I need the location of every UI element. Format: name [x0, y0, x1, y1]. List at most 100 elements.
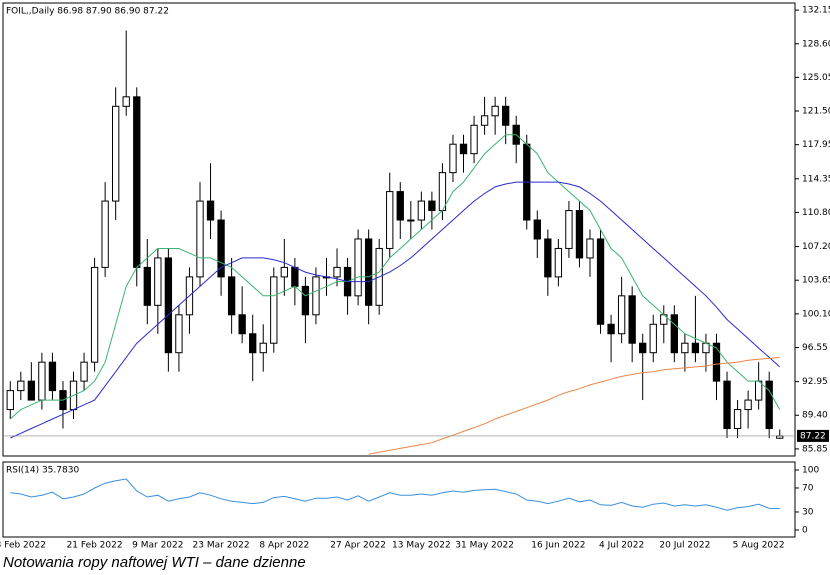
candle-body	[744, 399, 752, 411]
candle-body	[143, 266, 151, 306]
y-tick-label: 89.40	[802, 411, 828, 421]
candle-body	[90, 266, 99, 363]
x-tick-label: 23 Mar 2022	[193, 541, 250, 551]
rsi-title: RSI(14) 35.7830	[6, 466, 79, 476]
last-price-box	[797, 429, 829, 442]
candle-body	[354, 238, 362, 297]
candle-body	[417, 200, 426, 221]
y-tick-label: 107.20	[802, 242, 830, 252]
candle-body	[17, 380, 25, 392]
candle-body	[607, 323, 615, 335]
candle-body	[291, 266, 299, 287]
candle-body	[639, 342, 647, 354]
candle-body	[438, 172, 447, 212]
candle-body	[470, 124, 478, 155]
candle-body	[396, 191, 404, 221]
candle-body	[428, 200, 436, 212]
candle-body	[554, 247, 563, 278]
y-tick-label: 110.80	[802, 208, 830, 218]
x-tick-label: 31 May 2022	[455, 541, 514, 551]
candle-body	[238, 314, 246, 335]
y-tick-label: 100	[802, 465, 819, 475]
y-tick-label: 100.10	[802, 309, 830, 319]
candle-body	[596, 238, 605, 325]
candle-body	[691, 342, 700, 354]
candle-body	[217, 219, 225, 278]
candle-body	[407, 219, 415, 222]
candle-body	[459, 143, 468, 155]
y-tick-label: 121.50	[802, 107, 830, 117]
candle-body	[259, 342, 267, 354]
candle-body	[122, 96, 130, 107]
candle-body	[48, 361, 57, 392]
candle-body	[301, 285, 310, 316]
y-tick-label: 0	[802, 525, 808, 535]
candle-body	[133, 96, 141, 268]
y-tick-label: 103.65	[802, 276, 830, 286]
x-tick-label: 5 Aug 2022	[733, 541, 785, 551]
candle-body	[175, 314, 183, 354]
candle-body	[544, 238, 552, 278]
y-tick-label: 92.95	[802, 377, 828, 387]
candle-body	[101, 200, 109, 268]
chart-title: FOIL,,Daily 86.98 87.90 86.90 87.22	[6, 7, 169, 17]
candle-body	[364, 238, 373, 306]
candle-body	[586, 238, 594, 259]
x-tick-label: 8 Apr 2022	[259, 541, 309, 551]
candle-body	[565, 210, 573, 249]
candle-body	[491, 105, 499, 117]
candle-body	[206, 200, 215, 221]
candle-body	[112, 105, 120, 202]
line	[10, 478, 780, 511]
candle-body	[227, 276, 236, 316]
candle-body	[270, 276, 278, 344]
candle-body	[502, 105, 510, 126]
y-tick-label: 132.15	[802, 6, 830, 16]
x-tick-label: 16 Jun 2022	[531, 541, 585, 551]
candle-body	[164, 257, 173, 354]
main-frame	[2, 2, 796, 457]
candle-body	[575, 210, 584, 259]
x-tick-label: 13 May 2022	[392, 541, 451, 551]
x-tick-label: 27 Apr 2022	[330, 541, 386, 551]
x-tick-label: 9 Mar 2022	[132, 541, 183, 551]
candle-body	[754, 380, 763, 401]
candle-body	[449, 143, 457, 174]
candle-body	[196, 200, 204, 278]
candle-body	[712, 342, 721, 382]
y-tick-label: 85.85	[802, 444, 828, 454]
candle-body	[312, 276, 320, 316]
x-tick-label: 3 Feb 2022	[0, 541, 46, 551]
candle-body	[670, 314, 678, 354]
y-tick-label: 96.55	[802, 343, 828, 353]
y-tick-label: 125.05	[802, 73, 830, 83]
candle-body	[776, 435, 784, 439]
last-price-label: 87.22	[800, 431, 826, 441]
candle-body	[249, 333, 257, 354]
candle-body	[27, 380, 36, 401]
candle-body	[80, 361, 88, 382]
x-tick-label: 21 Feb 2022	[67, 541, 123, 551]
caption: Notowania ropy naftowej WTI – dane dzien…	[3, 554, 306, 571]
line	[368, 356, 780, 455]
candle-body	[628, 295, 636, 344]
candle-body	[723, 380, 731, 430]
candle-body	[617, 295, 626, 335]
rsi-frame	[2, 461, 796, 538]
candle-body	[280, 266, 288, 278]
candle-body	[154, 257, 162, 306]
candle-body	[649, 323, 657, 354]
y-tick-label: 117.95	[802, 140, 830, 150]
y-tick-label: 70	[802, 483, 814, 493]
candle-body	[733, 409, 742, 430]
y-tick-label: 128.60	[802, 39, 830, 49]
candle-body	[533, 219, 541, 240]
line	[10, 181, 781, 439]
candle-body	[386, 191, 394, 249]
candle-body	[333, 266, 341, 278]
line	[9, 134, 781, 420]
candle-body	[6, 390, 14, 411]
candle-body	[765, 380, 773, 430]
